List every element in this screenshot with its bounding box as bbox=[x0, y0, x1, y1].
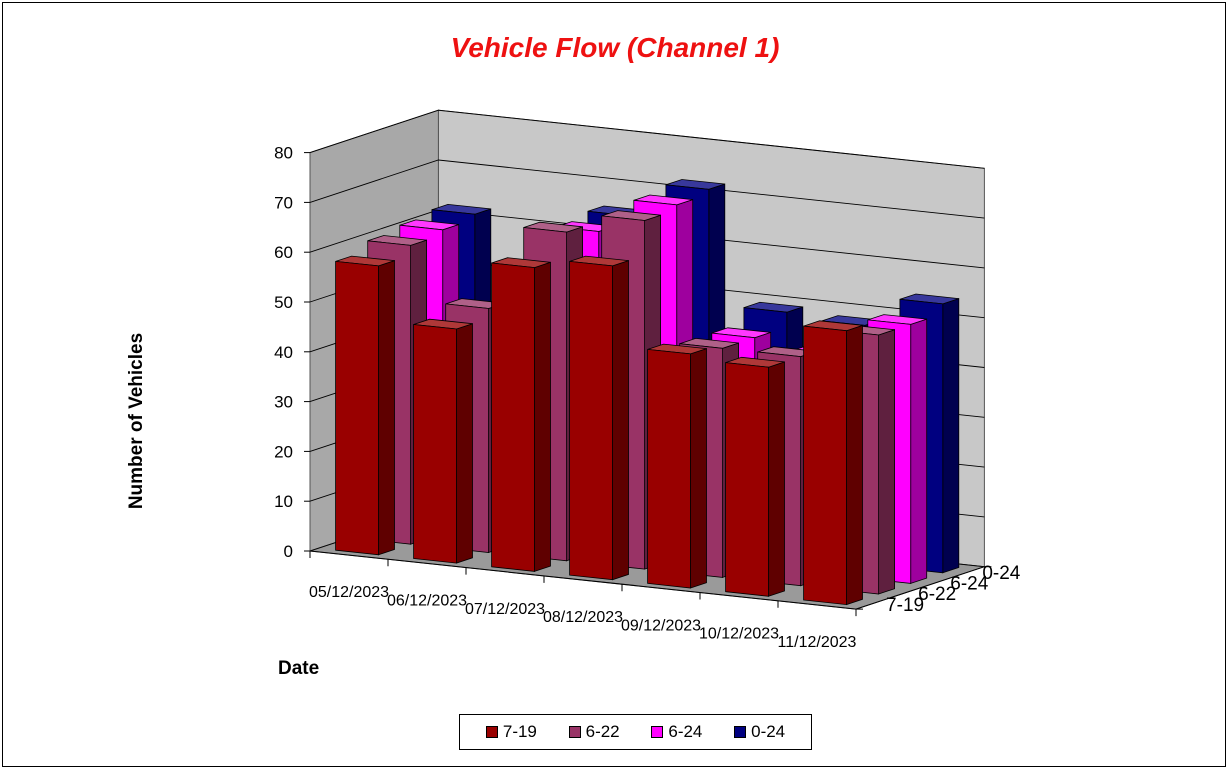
y-tick-label: 0 bbox=[284, 542, 293, 561]
legend-swatch bbox=[485, 726, 498, 738]
y-tick-label: 60 bbox=[274, 243, 293, 262]
y-tick-label: 40 bbox=[274, 343, 293, 362]
x-tick-label: 10/12/2023 bbox=[699, 626, 779, 643]
x-tick-label: 08/12/2023 bbox=[543, 609, 623, 626]
bar bbox=[725, 362, 769, 597]
x-tick-label: 11/12/2023 bbox=[778, 634, 857, 651]
legend-item: 0-24 bbox=[734, 722, 785, 742]
x-tick-label: 05/12/2023 bbox=[309, 584, 389, 601]
legend-swatch bbox=[568, 726, 581, 738]
y-tick-label: 70 bbox=[274, 193, 293, 212]
bar bbox=[491, 262, 535, 572]
y-tick-label: 80 bbox=[274, 144, 293, 163]
bar bbox=[569, 260, 613, 581]
legend-item: 7-19 bbox=[485, 722, 537, 742]
bar-side bbox=[942, 298, 960, 574]
bar-side bbox=[534, 261, 551, 572]
y-tick-label: 10 bbox=[274, 492, 293, 511]
bar-side bbox=[846, 324, 863, 606]
y-tick-label: 30 bbox=[274, 393, 293, 412]
legend-swatch bbox=[734, 726, 747, 738]
chart-legend: 7-19 6-22 6-24 0-24 bbox=[459, 714, 812, 750]
x-axis-line bbox=[309, 550, 857, 610]
bar bbox=[647, 348, 691, 589]
x-tick-label: 09/12/2023 bbox=[621, 617, 701, 634]
legend-item: 6-24 bbox=[651, 722, 702, 742]
chart-title: Vehicle Flow (Channel 1) bbox=[450, 32, 780, 63]
bar bbox=[413, 324, 457, 564]
bar bbox=[803, 325, 847, 606]
legend-label: 7-19 bbox=[502, 722, 537, 741]
depth-tick-label: 6-24 bbox=[950, 574, 988, 595]
legend-swatch bbox=[651, 726, 664, 738]
gridline bbox=[309, 109, 985, 169]
x-axis-label: Date bbox=[278, 658, 320, 679]
bar bbox=[335, 260, 379, 556]
legend-item: 6-22 bbox=[568, 722, 620, 742]
legend-label: 0-24 bbox=[751, 722, 786, 741]
bar-side bbox=[612, 260, 629, 581]
legend-label: 6-24 bbox=[668, 722, 703, 741]
y-tick-label: 20 bbox=[274, 442, 293, 461]
depth-tick-label: 7-19 bbox=[886, 595, 924, 616]
depth-tick-label: 0-24 bbox=[982, 563, 1020, 584]
bar-side bbox=[878, 329, 895, 595]
x-tick-label: 07/12/2023 bbox=[465, 601, 545, 618]
x-tick-label: 06/12/2023 bbox=[387, 592, 467, 609]
bar-side bbox=[690, 348, 707, 589]
bar-side bbox=[910, 318, 928, 584]
y-tick-label: 50 bbox=[274, 293, 293, 312]
bar-side bbox=[768, 361, 785, 597]
bar-side bbox=[378, 260, 395, 556]
bar-side bbox=[456, 323, 473, 564]
gridline bbox=[309, 159, 985, 219]
legend-label: 6-22 bbox=[585, 722, 620, 741]
depth-tick-label: 6-22 bbox=[918, 584, 956, 605]
